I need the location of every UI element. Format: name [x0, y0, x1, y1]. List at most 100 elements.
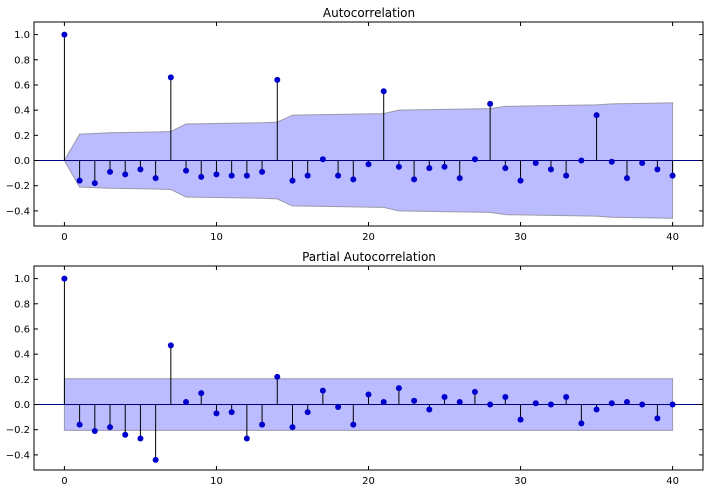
- marker-lag-23: [411, 176, 418, 183]
- marker-lag-27: [471, 156, 478, 163]
- x-tick-label: 40: [666, 232, 679, 243]
- marker-lag-25: [441, 163, 448, 170]
- marker-lag-38: [639, 401, 646, 408]
- marker-lag-11: [228, 409, 235, 416]
- marker-lag-6: [152, 175, 159, 182]
- y-tick-label: 0.0: [14, 156, 30, 167]
- marker-lag-19: [350, 176, 357, 183]
- marker-lag-13: [259, 168, 266, 175]
- marker-lag-33: [563, 172, 570, 179]
- marker-lag-8: [183, 399, 190, 405]
- marker-lag-2: [91, 180, 98, 187]
- marker-lag-30: [517, 416, 524, 423]
- marker-lag-5: [137, 166, 144, 173]
- marker-lag-3: [107, 424, 114, 431]
- marker-lag-35: [593, 406, 600, 413]
- y-tick-label: −0.2: [6, 181, 30, 192]
- marker-lag-36: [608, 158, 615, 165]
- y-tick-label: 0.6: [14, 324, 30, 335]
- marker-lag-9: [198, 390, 205, 397]
- x-tick-label: 10: [210, 232, 223, 243]
- marker-lag-34: [578, 157, 585, 164]
- plot-frame: [33, 265, 704, 471]
- marker-lag-38: [639, 160, 646, 167]
- marker-lag-31: [532, 400, 539, 407]
- y-tick-label: 1.0: [14, 274, 30, 285]
- marker-lag-25: [441, 393, 448, 400]
- marker-lag-14: [274, 76, 281, 83]
- y-tick-label: 1.0: [14, 30, 30, 41]
- x-tick-label: 40: [666, 476, 679, 487]
- marker-lag-5: [137, 435, 144, 442]
- marker-lag-10: [213, 171, 220, 178]
- marker-lag-4: [122, 171, 129, 178]
- y-tick-label: −0.4: [6, 450, 30, 461]
- marker-lag-17: [319, 156, 326, 163]
- marker-lag-3: [107, 168, 114, 175]
- marker-lag-33: [563, 393, 570, 400]
- marker-lag-30: [517, 177, 524, 184]
- marker-lag-0: [61, 275, 68, 282]
- marker-lag-6: [152, 456, 159, 463]
- marker-lag-1: [76, 177, 83, 184]
- marker-lag-9: [198, 173, 205, 180]
- marker-lag-8: [183, 167, 190, 174]
- y-tick-label: 0.6: [14, 80, 30, 91]
- y-tick-label: −0.4: [6, 206, 30, 217]
- y-tick-label: 0.4: [14, 106, 30, 117]
- marker-lag-32: [547, 401, 554, 408]
- marker-lag-21: [380, 399, 387, 405]
- marker-lag-7: [167, 74, 174, 81]
- marker-lag-40: [669, 172, 676, 179]
- x-tick-label: 0: [61, 232, 67, 243]
- x-tick-label: 10: [210, 476, 223, 487]
- y-tick-label: 0.8: [14, 299, 30, 310]
- y-tick-label: 0.2: [14, 375, 30, 386]
- marker-lag-39: [654, 415, 661, 422]
- marker-lag-15: [289, 424, 296, 431]
- x-tick-label: 0: [61, 476, 67, 487]
- marker-lag-40: [669, 401, 676, 408]
- marker-lag-24: [426, 165, 433, 172]
- marker-lag-39: [654, 166, 661, 173]
- marker-lag-37: [623, 399, 630, 405]
- x-tick-label: 20: [362, 476, 375, 487]
- marker-lag-35: [593, 112, 600, 119]
- partial-autocorrelation-title: Partial Autocorrelation: [302, 250, 436, 264]
- marker-lag-21: [380, 88, 387, 95]
- marker-lag-0: [61, 31, 68, 38]
- marker-lag-16: [304, 409, 311, 416]
- marker-lag-13: [259, 421, 266, 428]
- marker-lag-20: [365, 391, 372, 398]
- x-tick-label: 20: [362, 232, 375, 243]
- autocorrelation-title: Autocorrelation: [323, 6, 415, 20]
- marker-lag-11: [228, 172, 235, 179]
- y-tick-label: 0.4: [14, 350, 30, 361]
- partial-autocorrelation-panel: Partial Autocorrelation 0 10 20 30 40 −0.4 −0.…: [6, 250, 704, 487]
- y-tick-label: 0.8: [14, 55, 30, 66]
- marker-lag-29: [502, 393, 509, 400]
- y-tick-label: −0.2: [6, 425, 30, 436]
- marker-lag-19: [350, 421, 357, 428]
- marker-lag-10: [213, 410, 220, 417]
- marker-lag-32: [547, 166, 554, 173]
- marker-lag-20: [365, 161, 372, 168]
- marker-lag-22: [395, 163, 402, 170]
- y-tick-label: 0.0: [14, 400, 30, 411]
- marker-lag-18: [335, 404, 342, 411]
- marker-lag-1: [76, 421, 83, 428]
- marker-lag-12: [243, 435, 250, 442]
- marker-lag-28: [487, 401, 494, 408]
- marker-lag-18: [335, 172, 342, 179]
- marker-lag-26: [456, 175, 463, 182]
- marker-lag-23: [411, 397, 418, 404]
- marker-lag-14: [274, 373, 281, 380]
- marker-lag-28: [487, 100, 494, 107]
- marker-lag-24: [426, 406, 433, 413]
- marker-lag-15: [289, 177, 296, 184]
- marker-lag-37: [623, 175, 630, 182]
- marker-lag-36: [608, 400, 615, 407]
- marker-lag-17: [319, 387, 326, 394]
- x-tick-label: 30: [514, 476, 527, 487]
